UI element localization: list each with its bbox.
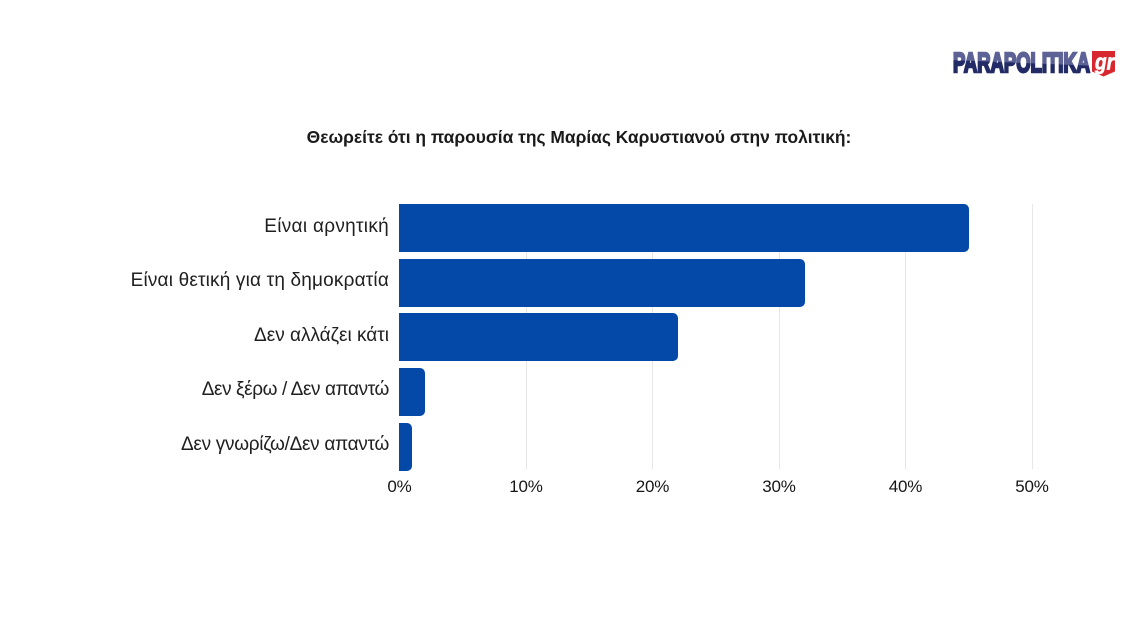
svg-text:PARAPOLITIKA: PARAPOLITIKA	[953, 47, 1090, 78]
svg-text:gr: gr	[1094, 50, 1115, 75]
